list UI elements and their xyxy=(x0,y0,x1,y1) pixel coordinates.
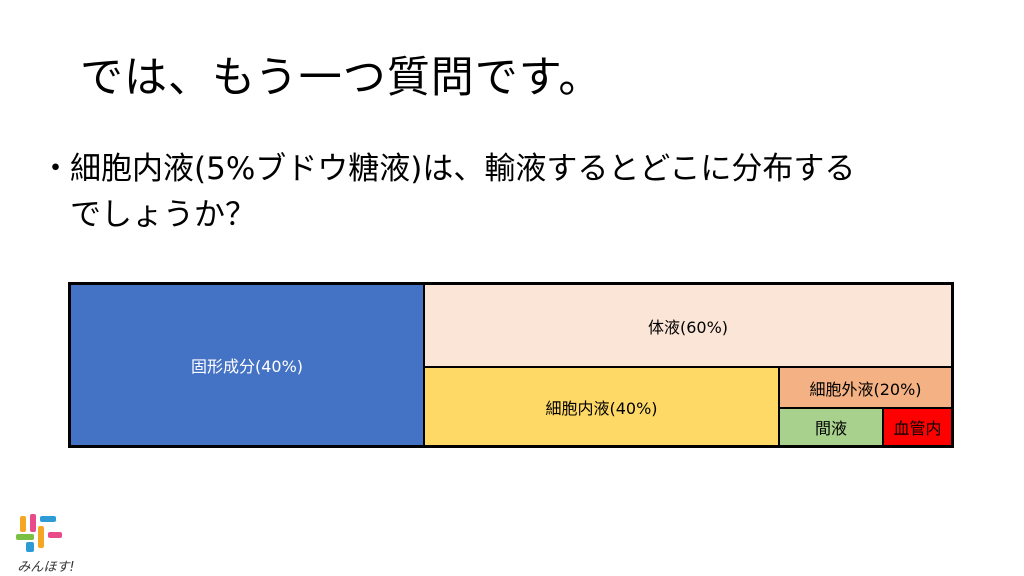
intravascular-label: 血管内 xyxy=(893,419,942,438)
question-line-1: 細胞内液(5%ブドウ糖液)は、輸液するとどこに分布する xyxy=(70,151,856,187)
intravascular-block: 血管内 xyxy=(883,408,952,446)
question-line-2: でしょうか？ xyxy=(70,197,256,233)
minhosu-logo: みんほす! xyxy=(6,512,86,575)
interstitial-fluid-block: 間液 xyxy=(779,408,883,446)
question-text: 細胞内液(5%ブドウ糖液)は、輸液するとどこに分布する でしょうか？ xyxy=(70,146,970,238)
solid-components-label: 固形成分(40%) xyxy=(190,357,304,376)
logo-mark-icon xyxy=(16,514,62,552)
body-fluid-label: 体液(60%) xyxy=(647,317,729,337)
slide-title: では、もう一つ質問です。 xyxy=(80,53,603,103)
interstitial-fluid-label: 間液 xyxy=(814,419,847,438)
intracellular-fluid-label: 細胞内液(40%) xyxy=(545,398,658,418)
body-fluid-block: 体液(60%) xyxy=(424,284,952,367)
extracellular-fluid-label: 細胞外液(20%) xyxy=(809,379,922,399)
bullet-marker: ・ xyxy=(40,151,71,187)
solid-components-block: 固形成分(40%) xyxy=(70,284,424,446)
intracellular-fluid-block: 細胞内液(40%) xyxy=(424,367,779,446)
logo-text: みんほす! xyxy=(17,560,75,575)
body-composition-diagram: 固形成分(40%) 体液(60%) 細胞内液(40%) 細胞外液(20%) 間液… xyxy=(68,282,954,448)
extracellular-fluid-block: 細胞外液(20%) xyxy=(779,367,952,408)
